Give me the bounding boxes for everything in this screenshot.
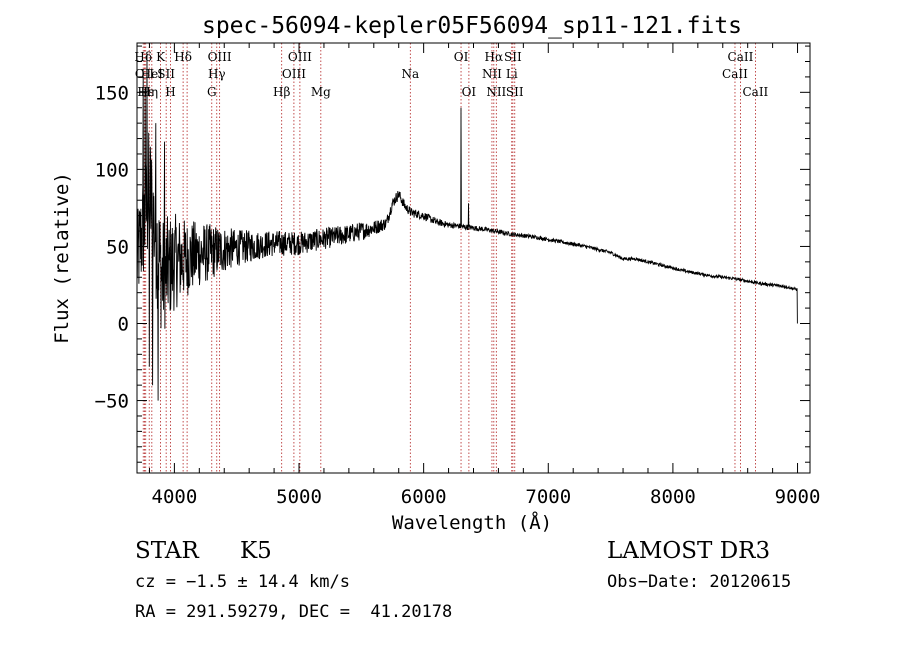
line-label-11: Hγ xyxy=(208,67,226,81)
spectrum-line xyxy=(136,53,798,401)
line-label-7: H xyxy=(165,85,175,99)
x-tick-label-3: 7000 xyxy=(525,486,571,508)
line-label-26: CaII xyxy=(722,67,748,81)
line-label-28: CaII xyxy=(742,85,768,99)
line-label-21: Hα xyxy=(485,50,504,64)
chart-title: spec-56094-kepler05F56094_sp11-121.fits xyxy=(202,13,742,39)
line-label-16: Mg xyxy=(311,85,331,99)
x-tick-label-4: 8000 xyxy=(650,486,696,508)
line-label-6: SII xyxy=(157,67,175,81)
observation-date: Obs−Date: 20120615 xyxy=(607,572,792,592)
line-label-24: SII xyxy=(504,50,522,64)
line-label-10: G xyxy=(207,85,217,99)
x-tick-label-1: 5000 xyxy=(276,486,322,508)
spectral-line-labels: HδOIIHεHηHeIKSIIHHδGHγOIIIHβOIIIOIIIMgNa… xyxy=(134,50,768,99)
line-label-22: NII xyxy=(486,85,506,99)
survey-name: LAMOST DR3 xyxy=(607,538,771,564)
redshift-readout: cz = −1.5 ± 14.4 km/s xyxy=(135,572,350,592)
line-label-25: SII xyxy=(506,85,524,99)
x-tick-label-0: 4000 xyxy=(152,486,198,508)
y-tick-label-3: 100 xyxy=(95,159,129,181)
spectral-line-markers xyxy=(142,43,756,473)
line-label-8: Hδ xyxy=(174,50,192,64)
y-tick-label-0: −50 xyxy=(95,391,129,413)
line-label-23: Li xyxy=(506,67,518,81)
y-tick-label-4: 150 xyxy=(95,82,129,104)
x-axis: 4000 5000 6000 7000 8000 9000 xyxy=(148,43,821,508)
line-label-17: Na xyxy=(401,67,419,81)
line-label-14: OIII xyxy=(282,67,306,81)
spectrum-chart: spec-56094-kepler05F56094_sp11-121.fits … xyxy=(51,13,821,534)
x-axis-label: Wavelength (Å) xyxy=(392,511,552,534)
line-label-15: OIII xyxy=(288,50,312,64)
y-tick-label-2: 50 xyxy=(106,236,129,258)
line-label-20: NII xyxy=(482,67,502,81)
x-tick-label-5: 9000 xyxy=(775,486,821,508)
y-axis: −50 0 50 100 150 xyxy=(95,45,810,463)
line-label-1: OII xyxy=(135,67,155,81)
coordinates-readout: RA = 291.59279, DEC = 41.20178 xyxy=(135,602,453,622)
line-label-4: HeI xyxy=(141,67,164,81)
x-tick-label-2: 6000 xyxy=(401,486,447,508)
y-axis-label: Flux (relative) xyxy=(51,172,73,344)
line-label-12: OIII xyxy=(208,50,232,64)
object-class: STAR xyxy=(135,538,199,564)
line-label-0: Hδ xyxy=(134,50,152,64)
line-label-27: CaII xyxy=(728,50,754,64)
line-label-13: Hβ xyxy=(273,85,290,99)
line-label-19: OI xyxy=(462,85,477,99)
object-subclass: K5 xyxy=(240,538,272,564)
line-label-18: OI xyxy=(454,50,469,64)
y-tick-label-1: 0 xyxy=(118,314,129,336)
line-label-5: K xyxy=(156,50,166,64)
